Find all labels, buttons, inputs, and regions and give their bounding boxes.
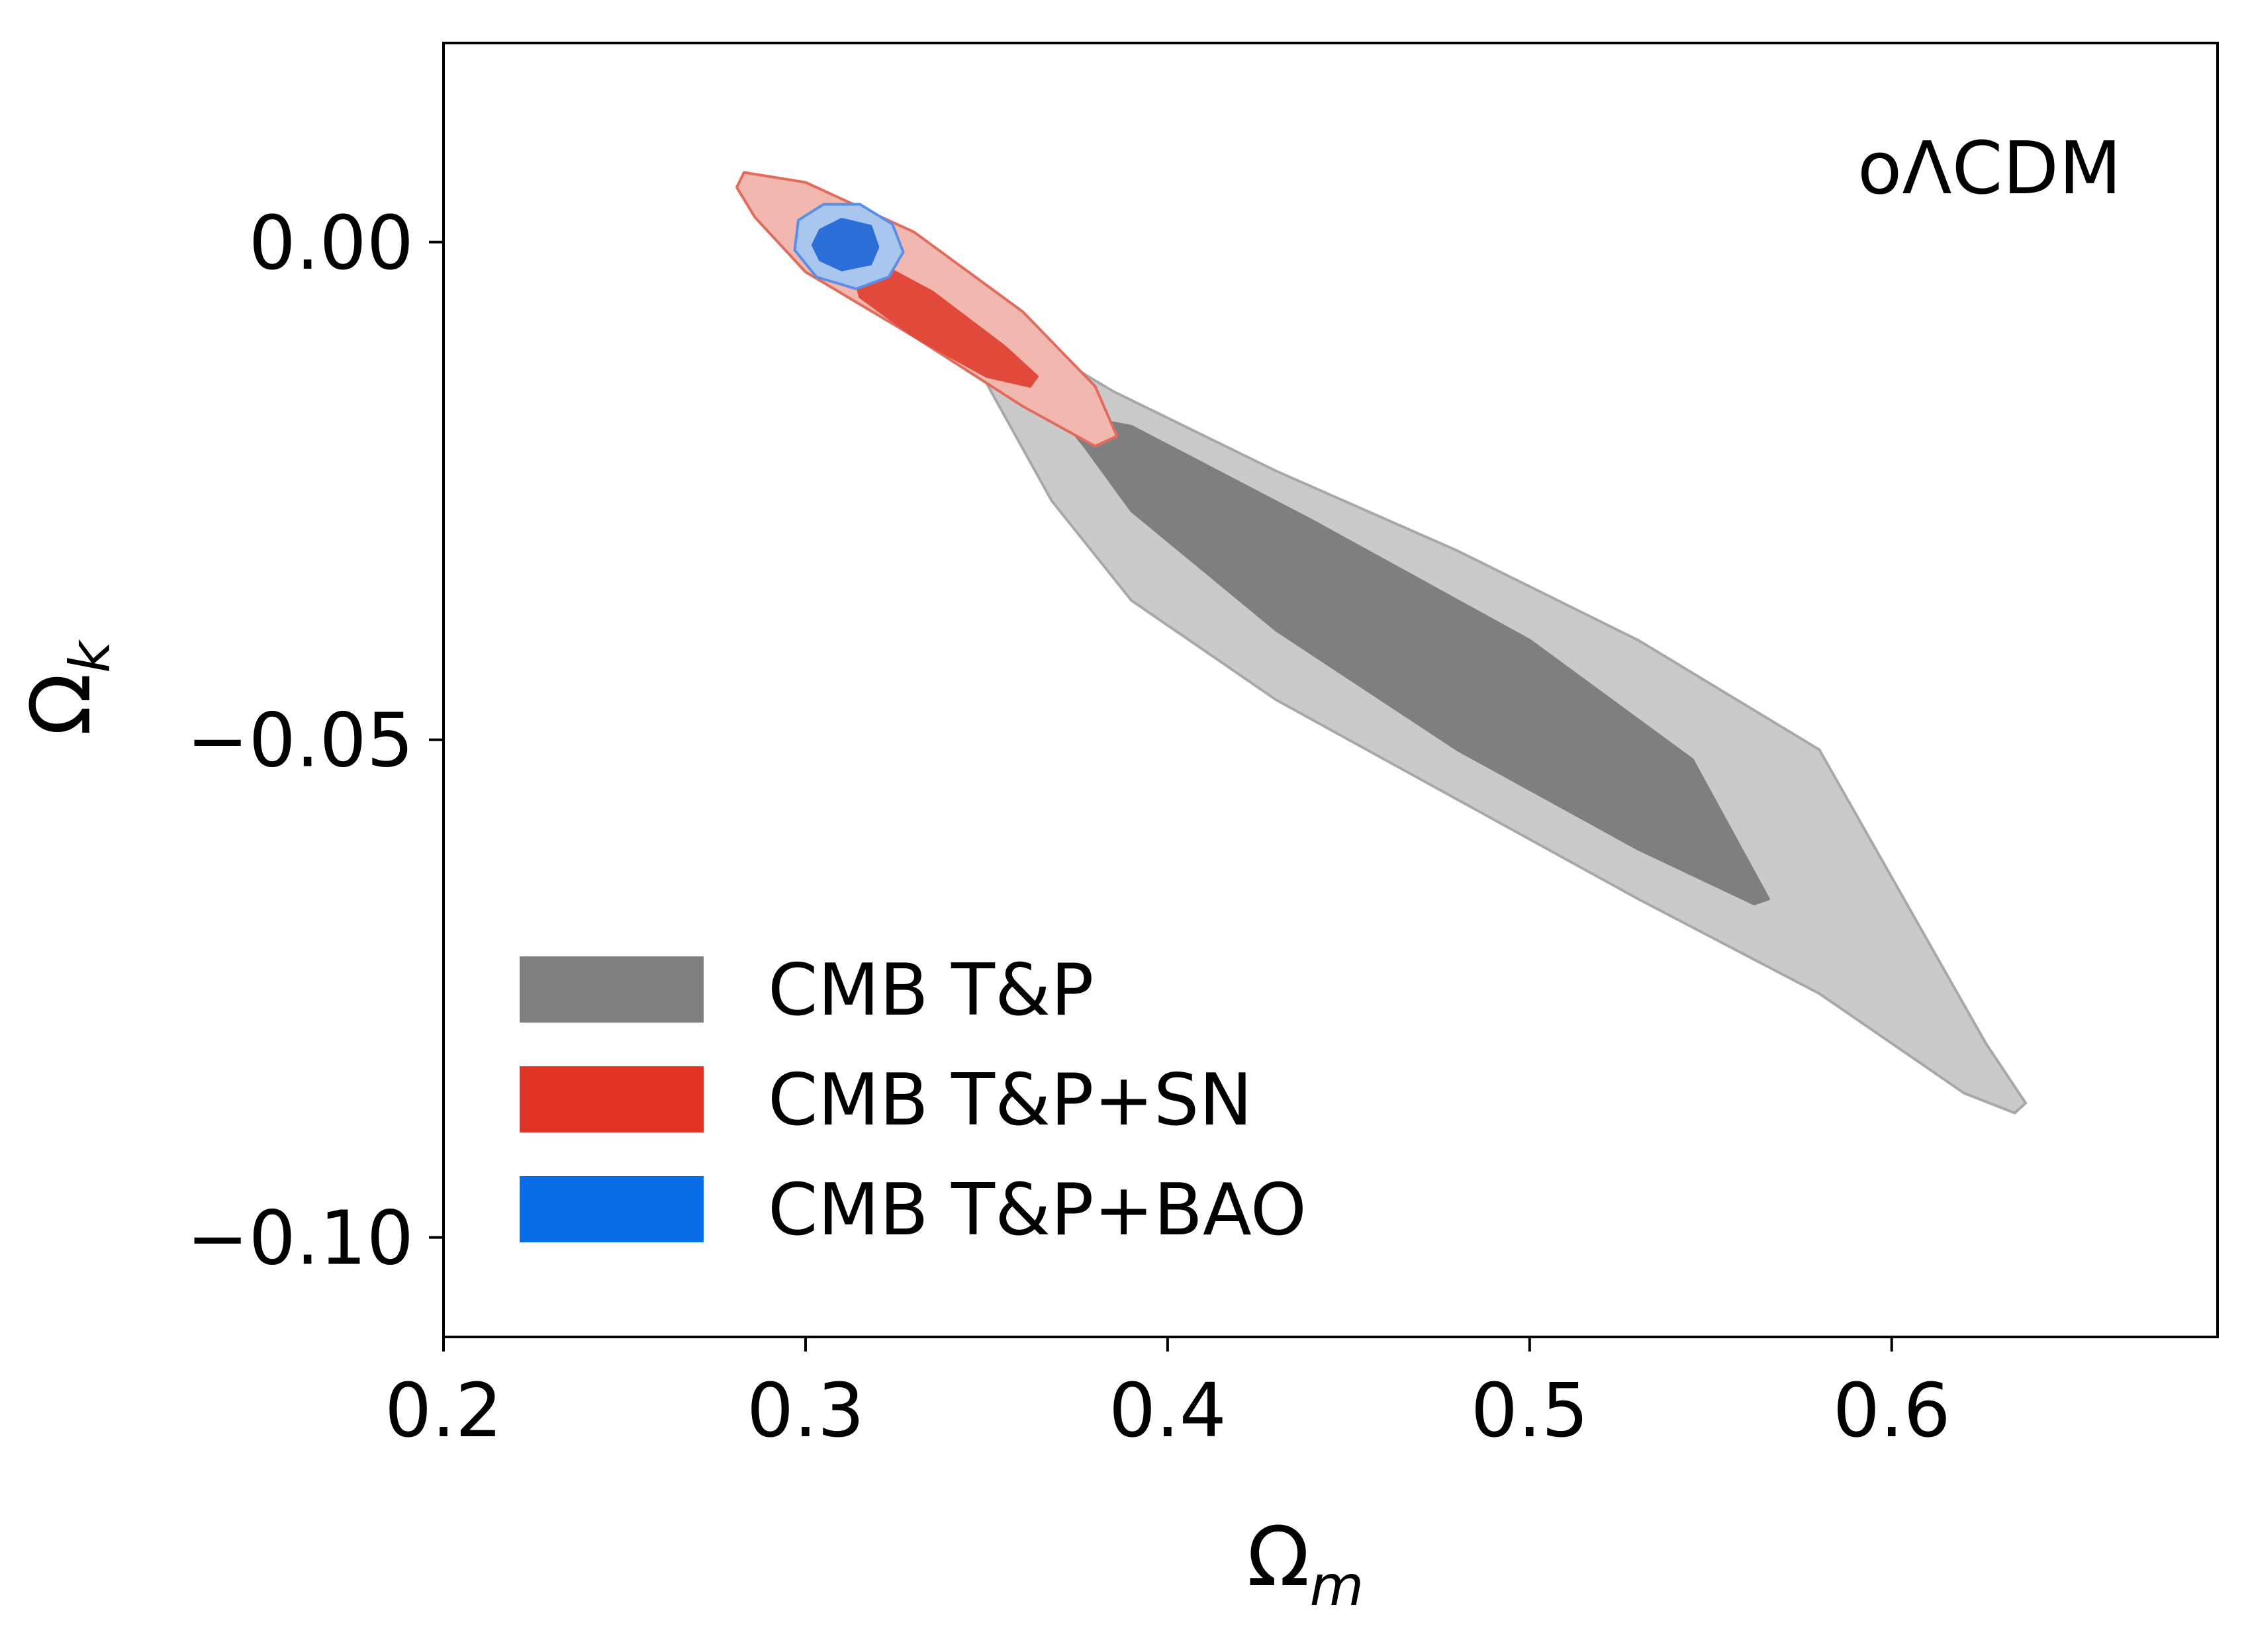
x-tick-label: 0.2 xyxy=(385,1368,502,1454)
y-axis-label: Ωk xyxy=(14,639,122,736)
x-axis-label: Ωm xyxy=(1247,1510,1364,1618)
x-tick-label: 0.5 xyxy=(1471,1368,1589,1454)
model-annotation: oΛCDM xyxy=(1857,126,2122,210)
x-tick-label: 0.4 xyxy=(1109,1368,1227,1454)
contour-layer xyxy=(735,171,2028,1115)
legend-swatch xyxy=(520,1066,704,1132)
x-tick-label: 0.6 xyxy=(1833,1368,1951,1454)
y-tick-label: −0.05 xyxy=(187,698,414,784)
y-tick-label: −0.10 xyxy=(187,1196,414,1282)
x-axis: 0.2 0.3 0.4 0.5 0.6 xyxy=(385,1337,1951,1454)
y-axis: 0.00 −0.05 −0.10 xyxy=(187,201,444,1282)
legend: CMB T&P CMB T&P+SN CMB T&P+BAO xyxy=(520,949,1307,1252)
plot-frame xyxy=(442,42,2219,1338)
contour-inner-series-2 xyxy=(811,218,880,271)
legend-swatch xyxy=(520,956,704,1023)
legend-label: CMB T&P+SN xyxy=(768,1059,1252,1142)
legend-label: CMB T&P+BAO xyxy=(768,1169,1307,1252)
legend-label: CMB T&P xyxy=(768,949,1094,1032)
y-tick-label: 0.00 xyxy=(249,201,414,287)
x-tick-label: 0.3 xyxy=(747,1368,865,1454)
legend-swatch xyxy=(520,1176,704,1242)
contour-inner-series-0 xyxy=(1064,414,1770,905)
